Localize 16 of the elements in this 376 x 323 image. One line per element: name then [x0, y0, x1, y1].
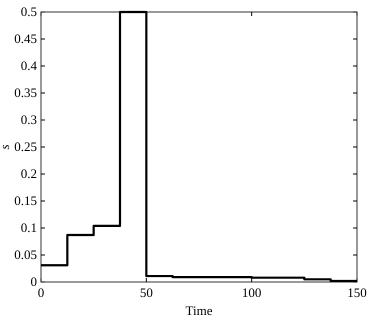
y-tick-label: 0.3 [20, 112, 37, 127]
y-tick-label: 0.25 [14, 139, 37, 154]
y-tick-label: 0.1 [20, 220, 37, 235]
x-tick-label: 100 [242, 285, 262, 300]
x-axis-title: Time [186, 303, 213, 318]
y-tick-label: 0.4 [20, 58, 38, 73]
y-tick-label: 0.15 [14, 193, 37, 208]
x-tick-label: 50 [140, 285, 153, 300]
y-tick-label: 0.35 [14, 85, 37, 100]
y-axis-title: s [0, 144, 12, 150]
y-tick-label: 0.05 [14, 247, 37, 262]
y-tick-label: 0.5 [20, 4, 37, 19]
y-tick-label: 0 [30, 274, 37, 289]
y-tick-label: 0.45 [14, 31, 37, 46]
y-tick-label: 0.2 [20, 166, 37, 181]
x-tick-label: 150 [347, 285, 367, 300]
